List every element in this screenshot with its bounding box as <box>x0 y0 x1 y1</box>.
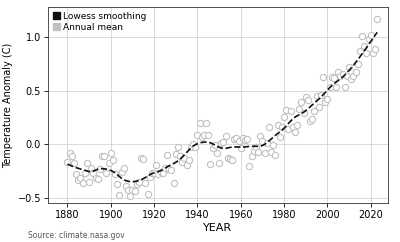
Legend: Lowess smoothing, Annual mean: Lowess smoothing, Annual mean <box>52 12 147 31</box>
Y-axis label: Temperature Anomaly (C): Temperature Anomaly (C) <box>3 43 13 168</box>
Text: Source: climate.nasa.gov: Source: climate.nasa.gov <box>28 231 125 240</box>
X-axis label: YEAR: YEAR <box>204 223 232 233</box>
